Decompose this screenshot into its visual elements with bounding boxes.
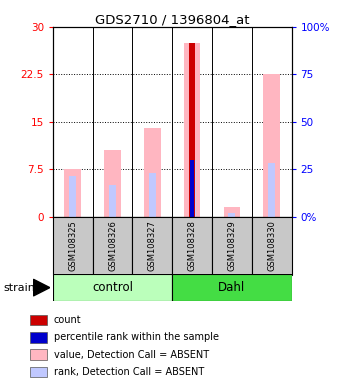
Text: GSM108327: GSM108327 [148,220,157,271]
Text: value, Detection Call = ABSENT: value, Detection Call = ABSENT [54,350,209,360]
Polygon shape [33,279,50,296]
Text: Dahl: Dahl [218,281,246,294]
Text: control: control [92,281,133,294]
Bar [30,332,47,343]
Bar [268,163,275,217]
Bar [224,207,240,217]
Bar [228,212,235,217]
Bar [30,349,47,360]
Bar [104,151,121,217]
Bar [53,217,93,275]
Text: rank, Detection Call = ABSENT: rank, Detection Call = ABSENT [54,367,204,377]
Bar [189,160,196,217]
Bar [263,74,280,217]
Bar [64,169,81,217]
Bar [109,185,116,217]
Bar [93,217,132,275]
Bar [69,176,76,217]
Bar [252,217,292,275]
Text: strain: strain [3,283,35,293]
Bar [212,217,252,275]
Bar [30,315,47,326]
Title: GDS2710 / 1396804_at: GDS2710 / 1396804_at [95,13,250,26]
Text: percentile rank within the sample: percentile rank within the sample [54,333,219,343]
Bar [190,160,194,217]
Bar [149,173,156,217]
Bar [53,274,172,301]
Bar [189,43,195,217]
Text: count: count [54,315,81,325]
Bar [144,128,161,217]
Text: GSM108328: GSM108328 [188,220,197,271]
Text: GSM108325: GSM108325 [68,220,77,271]
Text: GSM108330: GSM108330 [267,220,276,271]
Bar [184,43,201,217]
Bar [132,217,172,275]
Text: GSM108329: GSM108329 [227,220,236,271]
Text: GSM108326: GSM108326 [108,220,117,271]
Bar [30,367,47,377]
Bar [172,217,212,275]
Bar [172,274,292,301]
